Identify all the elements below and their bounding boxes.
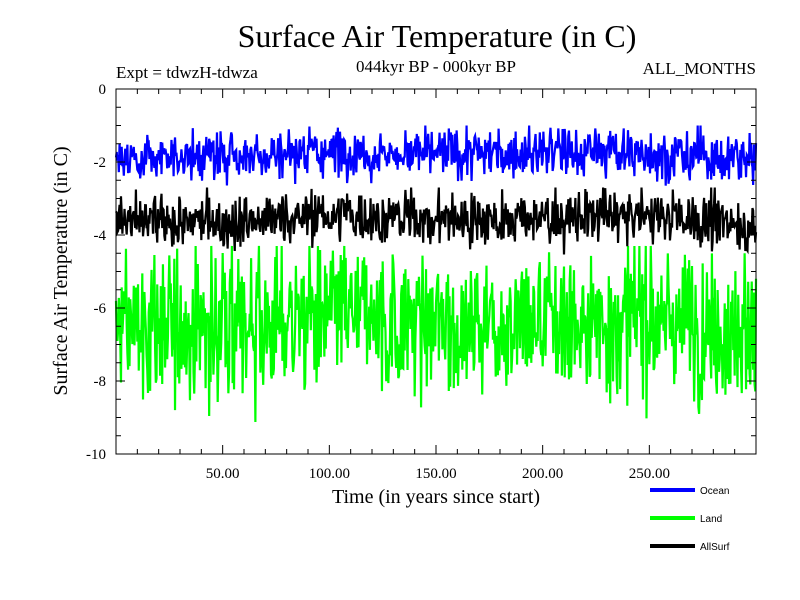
series-ocean	[114, 125, 758, 186]
x-tick-label: 50.00	[206, 466, 240, 482]
y-tick-label: -2	[94, 155, 107, 171]
y-tick-label: -6	[94, 301, 107, 317]
y-tick-label: 0	[99, 82, 107, 98]
x-tick-label: 200.00	[522, 466, 563, 482]
x-tick-label: 100.00	[309, 466, 350, 482]
y-tick-label: -4	[94, 228, 107, 244]
legend-label-ocean: Ocean	[700, 486, 729, 497]
series-allsurf	[115, 187, 758, 255]
experiment-label: Expt = tdwzH-tdwza	[116, 63, 258, 82]
series-land	[114, 245, 758, 423]
x-tick-label: 250.00	[629, 466, 670, 482]
x-axis-label: Time (in years since start)	[332, 486, 540, 508]
x-axis: 50.00 100.00 150.00 200.00 250.00	[136, 89, 736, 482]
chart-subtitle: 044kyr BP - 000kyr BP	[356, 57, 516, 76]
legend-label-allsurf: AllSurf	[700, 542, 730, 553]
y-tick-label: -8	[94, 374, 107, 390]
x-tick-label: 150.00	[415, 466, 456, 482]
series-layer	[114, 125, 758, 423]
y-axis: 0 -2 -4 -6 -8 -10	[86, 82, 756, 463]
y-axis-label: Surface Air Temperature (in C)	[50, 146, 72, 395]
y-tick-label: -10	[86, 447, 106, 463]
chart-title: Surface Air Temperature (in C)	[238, 18, 637, 54]
legend: Ocean Land AllSurf	[650, 486, 730, 553]
months-label: ALL_MONTHS	[643, 59, 756, 78]
legend-label-land: Land	[700, 514, 722, 525]
